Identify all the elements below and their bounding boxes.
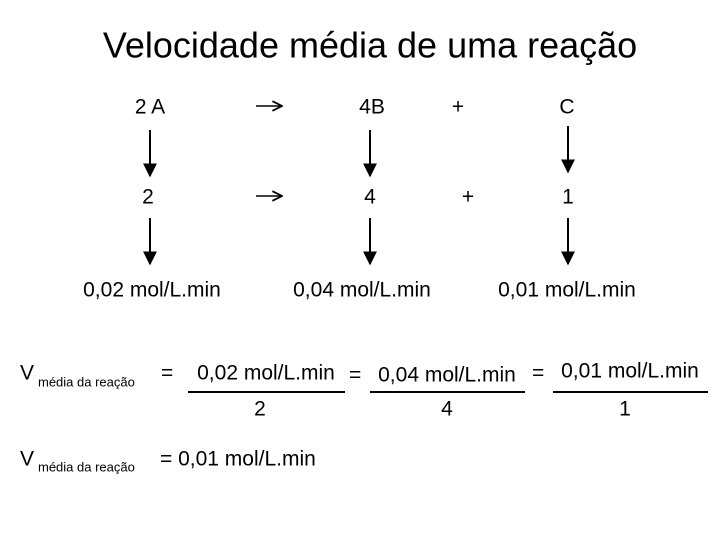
result: = 0,01 mol/L.min <box>160 448 316 471</box>
reactant: 2 A <box>135 96 165 119</box>
plus: + <box>462 186 474 209</box>
title: Velocidade média de uma reação <box>103 25 637 66</box>
denominator: 1 <box>619 398 631 421</box>
equals: = <box>161 362 173 385</box>
rate: 0,04 mol/L.min <box>293 279 431 302</box>
v-subscript: média da reação <box>38 374 135 389</box>
denominator: 4 <box>441 398 453 421</box>
plus: + <box>452 96 464 119</box>
denominator: 2 <box>254 398 266 421</box>
rate: 0,02 mol/L.min <box>83 279 221 302</box>
v-symbol: V <box>20 448 34 471</box>
v-subscript: média da reação <box>38 459 135 474</box>
equals: = <box>349 364 361 387</box>
rate: 0,01 mol/L.min <box>498 279 636 302</box>
product: 4B <box>359 96 385 119</box>
product: C <box>559 96 574 119</box>
coefficient: 1 <box>562 186 574 209</box>
v-symbol: V <box>20 362 34 385</box>
equals: = <box>532 362 544 385</box>
coefficient: 4 <box>364 186 376 209</box>
numerator: 0,04 mol/L.min <box>378 364 516 387</box>
coefficient: 2 <box>142 186 154 209</box>
numerator: 0,02 mol/L.min <box>197 362 335 385</box>
numerator: 0,01 mol/L.min <box>561 360 699 383</box>
